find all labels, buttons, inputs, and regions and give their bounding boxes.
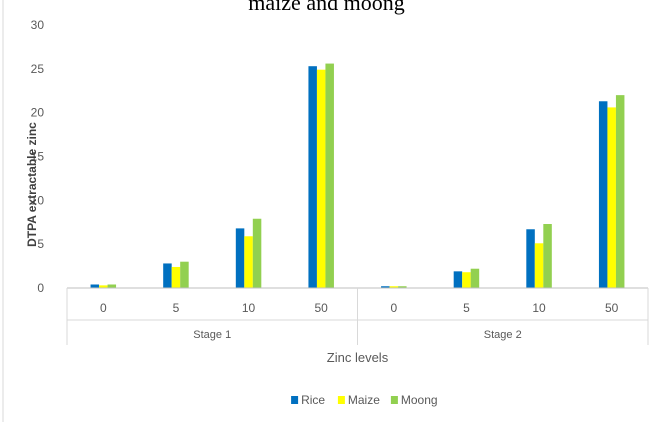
bar-rice bbox=[381, 286, 390, 288]
bar-maize bbox=[534, 243, 544, 288]
legend-swatch-moong bbox=[390, 396, 398, 404]
y-tick-label: 10 bbox=[31, 193, 45, 207]
x-tick-label: 5 bbox=[463, 301, 470, 315]
chart-title: maize and moong bbox=[248, 0, 405, 15]
x-axis-title: Zinc levels bbox=[327, 350, 389, 365]
x-tick-label: 50 bbox=[605, 301, 619, 315]
x-tick-label: 50 bbox=[315, 301, 329, 315]
bar-maize bbox=[316, 69, 326, 289]
bar-maize bbox=[244, 236, 253, 288]
bar-moong bbox=[615, 95, 625, 288]
bar-maize bbox=[462, 272, 471, 288]
group-label: Stage 2 bbox=[484, 329, 522, 341]
y-tick-label: 25 bbox=[31, 62, 45, 76]
legend-swatch-rice bbox=[291, 396, 299, 404]
group-label: Stage 1 bbox=[193, 329, 231, 341]
legend-label-moong: Moong bbox=[401, 393, 438, 407]
bar-rice bbox=[598, 101, 608, 289]
bar-rice bbox=[526, 229, 535, 288]
bar-maize bbox=[389, 286, 399, 288]
bar-rice bbox=[308, 66, 317, 288]
bar-moong bbox=[180, 261, 189, 288]
bar-moong bbox=[543, 224, 552, 288]
bar-moong bbox=[107, 284, 117, 288]
x-tick-label: 10 bbox=[532, 301, 546, 315]
y-tick-label: 15 bbox=[31, 150, 45, 164]
x-tick-label: 0 bbox=[390, 301, 397, 315]
y-tick-label: 0 bbox=[37, 281, 44, 295]
x-tick-label: 10 bbox=[242, 301, 256, 315]
y-tick-label: 30 bbox=[31, 18, 45, 32]
bar-moong bbox=[470, 268, 480, 288]
bar-rice bbox=[235, 228, 245, 288]
legend-swatch-maize bbox=[337, 396, 345, 404]
bar-moong bbox=[252, 218, 262, 288]
bar-rice bbox=[453, 271, 463, 288]
y-axis-title: DTPA extractable zinc bbox=[25, 122, 39, 247]
bar-maize bbox=[171, 266, 181, 288]
y-tick-label: 5 bbox=[37, 237, 44, 251]
bar-maize bbox=[607, 107, 616, 288]
x-tick-label: 5 bbox=[173, 301, 180, 315]
x-tick-label: 0 bbox=[100, 301, 107, 315]
bar-maize bbox=[99, 285, 108, 288]
legend-label-maize: Maize bbox=[348, 393, 380, 407]
legend-label-rice: Rice bbox=[301, 393, 325, 407]
bar-moong bbox=[325, 63, 334, 288]
bar-moong bbox=[398, 286, 407, 288]
bar-rice bbox=[163, 263, 172, 288]
y-tick-label: 20 bbox=[31, 106, 45, 120]
bar-rice bbox=[90, 284, 100, 288]
